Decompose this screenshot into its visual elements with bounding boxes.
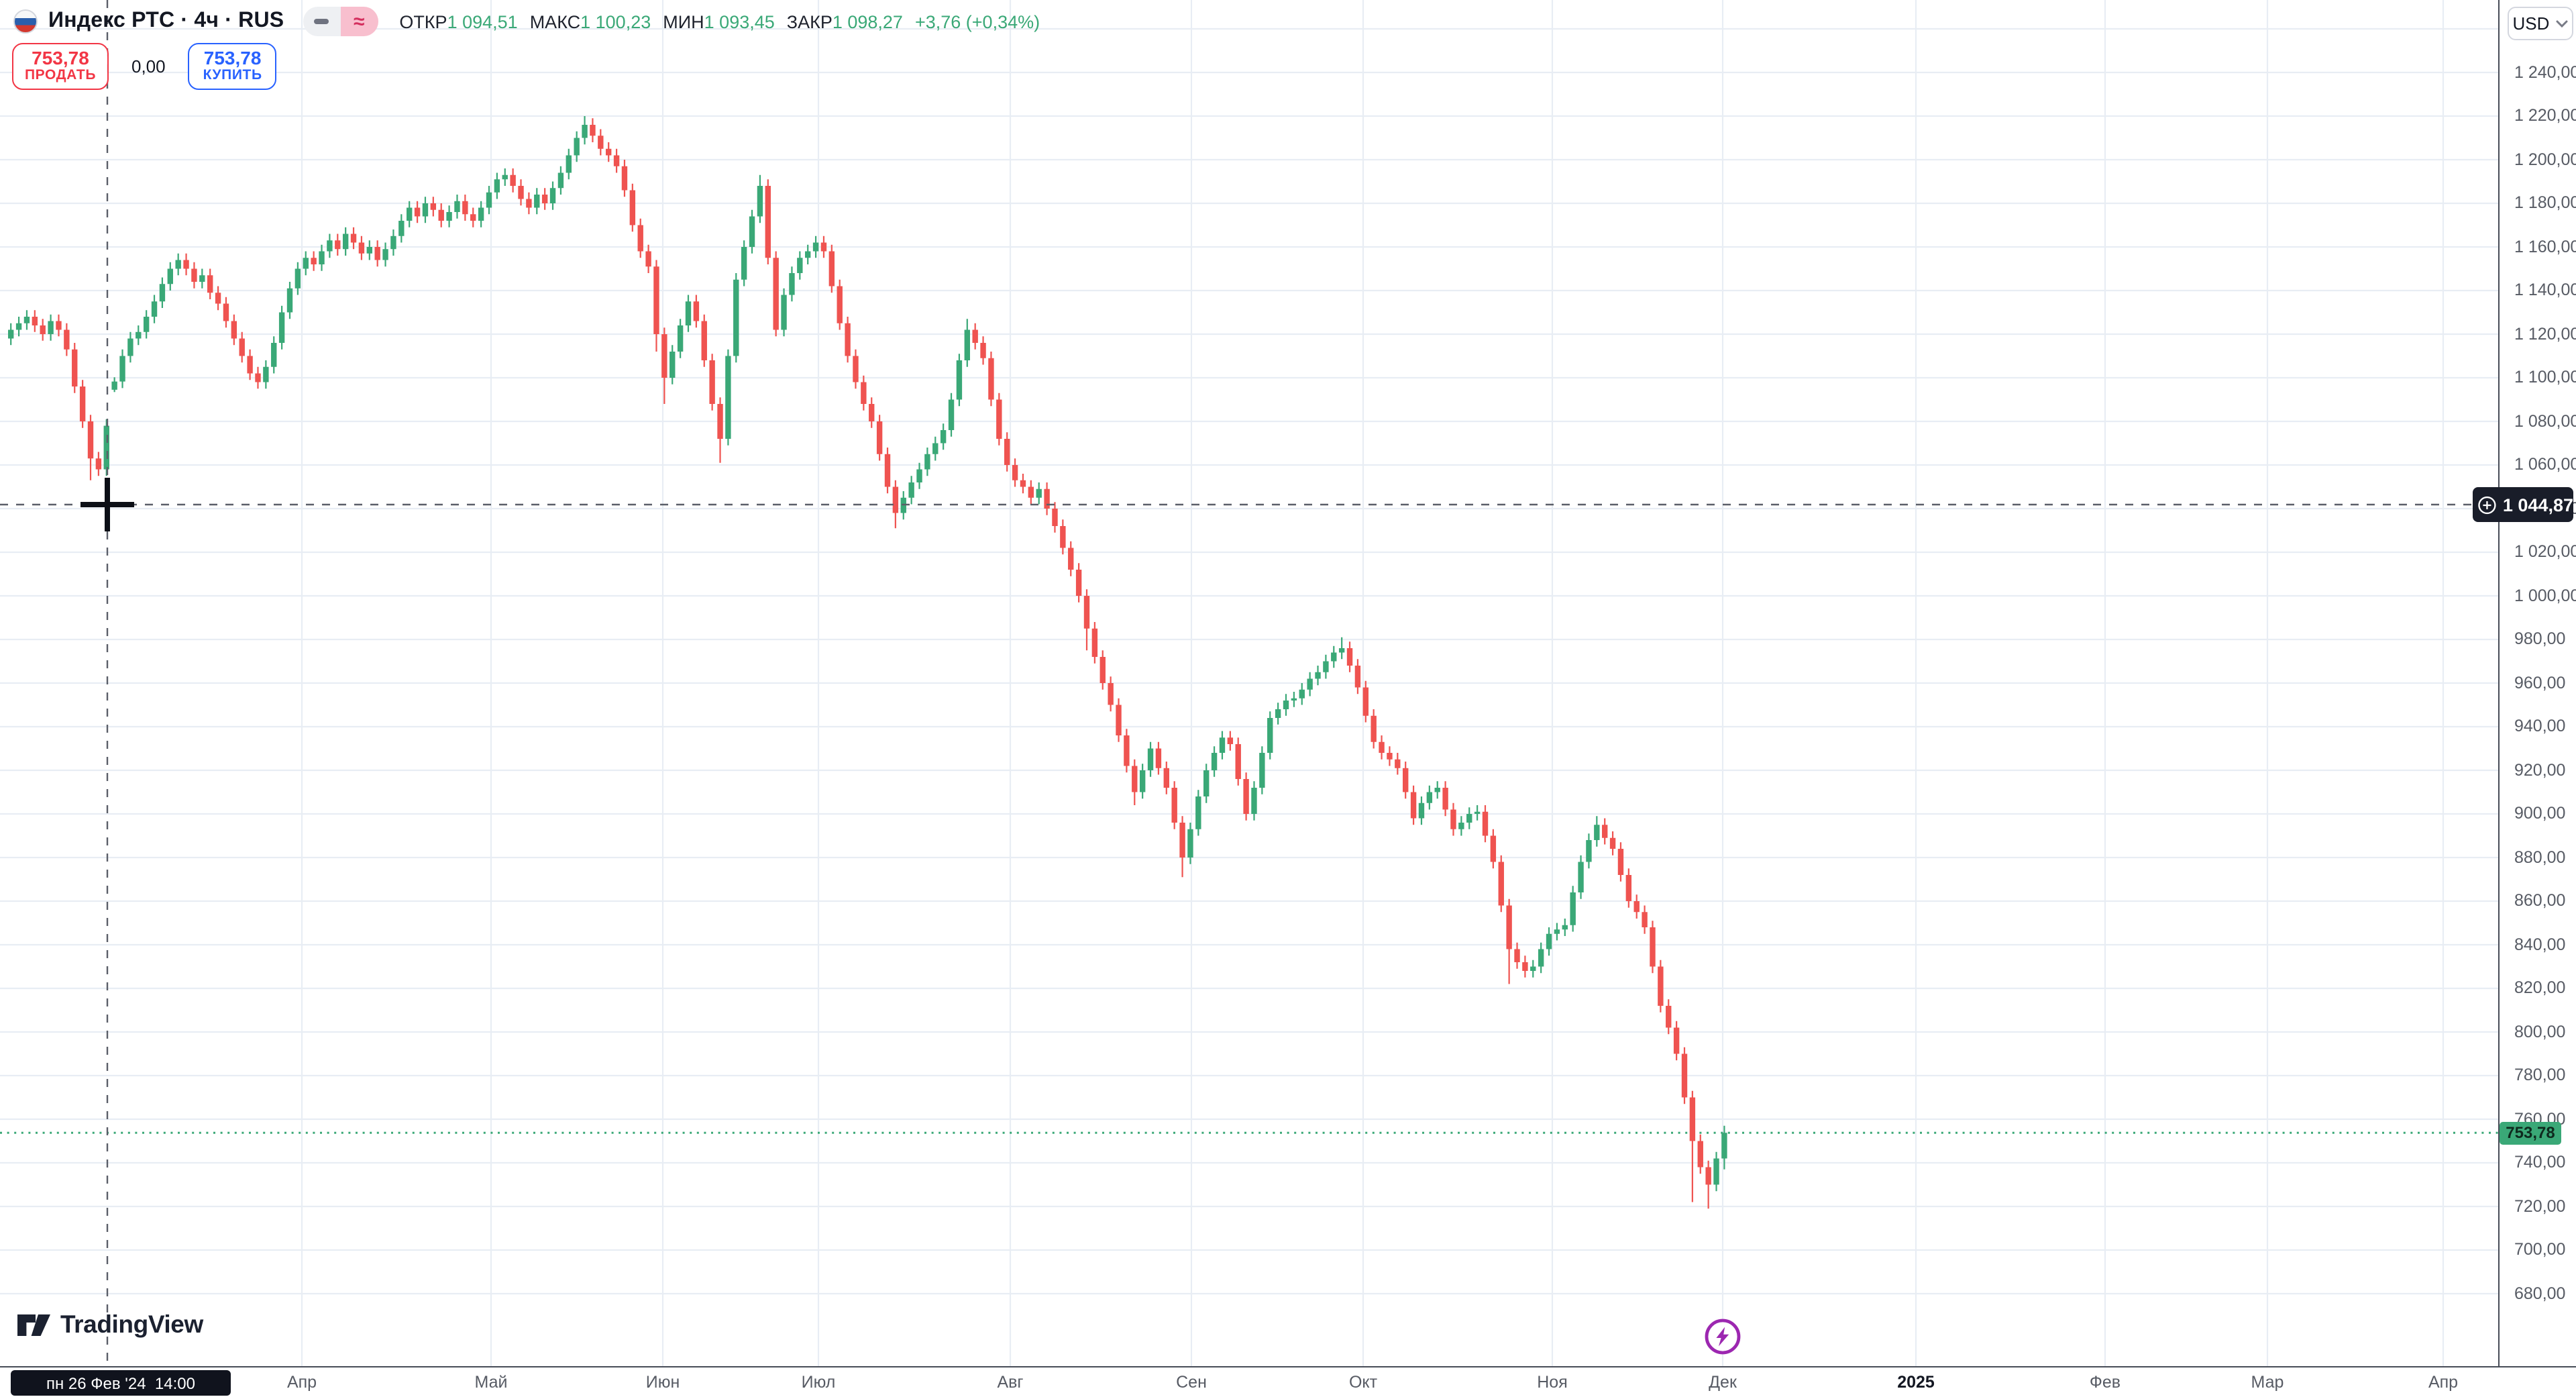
price-tick-label: 700,00	[2514, 1240, 2566, 1259]
chart-canvas[interactable]	[0, 0, 2498, 1366]
ohlc-legend: ОТКР1 094,51 МАКС1 100,23 МИН1 093,45 ЗА…	[399, 11, 1052, 32]
spread-value: 0,00	[131, 56, 166, 76]
open-label: ОТКР	[399, 11, 447, 32]
low-value: 1 093,45	[704, 11, 775, 32]
price-tick-label: 980,00	[2514, 629, 2566, 648]
tradingview-logo-text: TradingView	[60, 1310, 203, 1338]
time-tick-label: Ноя	[1537, 1373, 1568, 1392]
price-tick-label: 1 060,00	[2514, 455, 2576, 474]
time-tick-label: 2025	[1897, 1373, 1935, 1392]
buy-price: 753,78	[203, 46, 262, 68]
price-tick-label: 1 120,00	[2514, 324, 2576, 343]
lightning-event-icon[interactable]	[1704, 1318, 1741, 1362]
price-tick-label: 900,00	[2514, 804, 2566, 823]
price-tick-label: 1 180,00	[2514, 193, 2576, 212]
price-tick-label: 680,00	[2514, 1284, 2566, 1302]
price-tick-label: 820,00	[2514, 978, 2566, 997]
trade-panel: 753,78 ПРОДАТЬ 0,00 753,78 КУПИТЬ	[0, 42, 277, 89]
sell-price: 753,78	[32, 46, 89, 68]
close-value: 1 098,27	[832, 11, 903, 32]
low-label: МИН	[663, 11, 704, 32]
crosshair-price-label: 1 044,87	[2473, 487, 2573, 522]
price-tick-label: 860,00	[2514, 891, 2566, 910]
price-tick-label: 1 240,00	[2514, 62, 2576, 81]
symbol-title[interactable]: Индекс РТС · 4ч · RUS	[48, 9, 284, 32]
candlestick-chart	[0, 0, 2498, 1366]
time-tick-label: Сен	[1176, 1373, 1207, 1392]
crosshair-price-value: 1 044,87	[2502, 495, 2573, 515]
crosshair-date-value: пн 26 Фев '24 14:00	[46, 1374, 195, 1392]
open-value: 1 094,51	[447, 11, 518, 32]
price-tick-label: 1 100,00	[2514, 368, 2576, 386]
price-axis[interactable]: 1 240,00 1 220,00 1 200,00 1 180,00 1 160,00…	[2498, 0, 2576, 1366]
tradingview-logo[interactable]: TradingView	[16, 1310, 203, 1339]
buy-button[interactable]: 753,78 КУПИТЬ	[188, 42, 277, 89]
tradingview-logo-mark	[17, 1314, 50, 1335]
price-tick-label: 780,00	[2514, 1066, 2566, 1084]
sell-button[interactable]: 753,78 ПРОДАТЬ	[12, 42, 109, 89]
time-axis[interactable]: Апр Май Июн Июл Авг Сен Окт Ноя Дек 2025 Фев Мар Апр…	[0, 1366, 2576, 1397]
price-tick-label: 1 080,00	[2514, 411, 2576, 430]
close-label: ЗАКР	[786, 11, 833, 32]
price-tick-label: 1 220,00	[2514, 106, 2576, 125]
price-tick-label: 1 140,00	[2514, 280, 2576, 299]
delayed-data-icon[interactable]: ≈	[340, 7, 378, 36]
buy-label: КУПИТЬ	[203, 66, 262, 83]
time-tick-label: Май	[474, 1373, 508, 1392]
time-tick-label: Июн	[645, 1373, 680, 1392]
symbol-header: Индекс РТС · 4ч · RUS ≈ ОТКР1 094,51 МАК…	[0, 0, 1052, 43]
sell-label: ПРОДАТЬ	[24, 66, 97, 83]
time-tick-label: Апр	[2428, 1373, 2459, 1392]
price-tick-label: 1 160,00	[2514, 237, 2576, 256]
time-tick-label: Авг	[997, 1373, 1024, 1392]
currency-selector[interactable]: USD	[2508, 7, 2573, 40]
price-tick-label: 800,00	[2514, 1022, 2566, 1041]
chevron-down-icon	[2556, 19, 2568, 28]
price-tick-label: 740,00	[2514, 1153, 2566, 1172]
time-tick-label: Апр	[286, 1373, 317, 1392]
change-value: +3,76 (+0,34%)	[914, 11, 1040, 32]
time-tick-label: Окт	[1348, 1373, 1378, 1392]
market-sleep-icon[interactable]	[303, 7, 341, 36]
price-tick-label: 1 000,00	[2514, 586, 2576, 605]
last-price-badge: 753,78	[2500, 1121, 2561, 1145]
time-tick-label: Дек	[1709, 1373, 1737, 1392]
price-tick-label: 1 200,00	[2514, 150, 2576, 168]
price-tick-label: 880,00	[2514, 847, 2566, 866]
add-alert-plus-icon[interactable]	[2477, 493, 2498, 516]
market-status-pill[interactable]: ≈	[303, 7, 378, 36]
price-tick-label: 840,00	[2514, 935, 2566, 953]
last-price-value: 753,78	[2506, 1123, 2555, 1143]
price-tick-label: 920,00	[2514, 760, 2566, 779]
russia-flag-icon	[13, 9, 38, 34]
time-tick-label: Мар	[2251, 1373, 2284, 1392]
time-tick-label: Фев	[2089, 1373, 2121, 1392]
price-tick-label: 960,00	[2514, 673, 2566, 692]
high-value: 1 100,23	[580, 11, 651, 32]
high-label: МАКС	[529, 11, 581, 32]
price-tick-label: 1 020,00	[2514, 542, 2576, 561]
price-tick-label: 940,00	[2514, 717, 2566, 735]
crosshair-date-badge: пн 26 Фев '24 14:00	[11, 1370, 231, 1396]
price-tick-label: 720,00	[2514, 1196, 2566, 1215]
currency-label: USD	[2512, 13, 2550, 34]
time-tick-label: Июл	[801, 1373, 836, 1392]
